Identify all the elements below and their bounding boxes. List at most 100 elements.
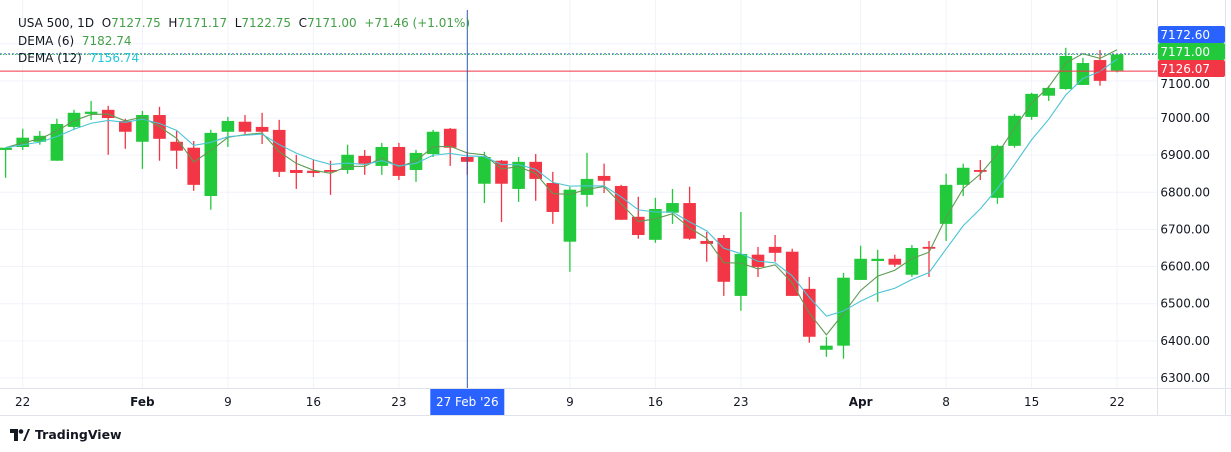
symbol-label[interactable]: USA 500, 1D [18, 16, 95, 30]
dema12-label: DEMA (12) [18, 51, 82, 65]
candle [84, 100, 98, 120]
candle-body [956, 167, 970, 185]
candle [136, 110, 149, 169]
close-value: 7171.00 [307, 16, 357, 30]
candle-body [597, 175, 611, 181]
candle [119, 118, 132, 149]
price-tick-label: 6700.00 [1160, 222, 1210, 236]
candle [341, 144, 354, 174]
crosshair-price-badge-bg [1158, 26, 1225, 43]
candle [580, 152, 594, 207]
brand-name: TradingView [35, 427, 122, 442]
candle [768, 234, 782, 262]
dema12-value: 7156.74 [89, 51, 140, 65]
time-tick-label: Apr [849, 395, 873, 409]
time-tick-label: 23 [733, 395, 748, 409]
candle-body [392, 146, 406, 176]
candle [443, 128, 457, 166]
dema-price-badge-bg [1158, 60, 1225, 77]
candle-body [632, 216, 645, 235]
candle [307, 159, 320, 178]
candle-body [837, 277, 850, 346]
candle [837, 272, 850, 359]
plot-area [0, 0, 1157, 388]
candle-body [170, 141, 183, 151]
time-tick-label: 9 [566, 395, 574, 409]
candle-body [905, 247, 919, 275]
time-tick-label: 22 [15, 395, 30, 409]
candle [0, 147, 12, 178]
price-tick-label: 7000.00 [1160, 111, 1210, 125]
candle-body [649, 208, 662, 240]
candle [170, 130, 183, 169]
time-tick-label: Feb [130, 395, 155, 409]
last-price-badge: 7171.00 [1158, 43, 1225, 60]
candle [221, 116, 235, 147]
candle [888, 254, 902, 267]
dema12-legend[interactable]: DEMA (12) 7156.74 [18, 51, 139, 65]
candle [153, 106, 166, 161]
candle-body [734, 253, 748, 296]
low-value: 7122.75 [241, 16, 292, 30]
last-price-badge-text: 7171.00 [1160, 45, 1210, 59]
high-value: 7171.17 [177, 16, 228, 30]
candle [187, 141, 200, 191]
candle-body [888, 258, 902, 265]
candle [1008, 113, 1021, 148]
candle-body [1076, 63, 1090, 85]
candle [16, 128, 29, 150]
candle [854, 245, 867, 280]
candle [204, 129, 218, 210]
tradingview-logo-icon [10, 428, 30, 441]
candle [683, 186, 696, 240]
candle [67, 109, 81, 130]
open-value: 7127.75 [111, 16, 161, 30]
candle-body [1008, 115, 1021, 146]
tradingview-logo[interactable]: TradingView [10, 427, 122, 442]
low-label: L [234, 16, 242, 30]
candle-body [820, 345, 833, 350]
candle [426, 129, 440, 157]
candle [734, 211, 748, 311]
ohlc-legend: USA 500, 1D O7127.75 H7171.17 L7122.75 C… [18, 16, 470, 30]
candle-body [563, 189, 577, 242]
candle [324, 160, 337, 195]
candle-body [324, 169, 337, 172]
candle-body [221, 120, 235, 132]
candle-body [1059, 55, 1073, 90]
candle-body [580, 178, 594, 195]
candle-body [1025, 93, 1038, 117]
candle [597, 163, 611, 194]
candle-body [375, 146, 389, 166]
candle [820, 336, 833, 357]
candle-body [290, 169, 303, 173]
price-tick-label: 6800.00 [1160, 185, 1210, 199]
dema6-legend[interactable]: DEMA (6) 7182.74 [18, 34, 131, 48]
candle [50, 118, 64, 161]
candle-body [358, 155, 371, 164]
dema6-label: DEMA (6) [18, 34, 75, 48]
time-tick-label: 23 [391, 395, 406, 409]
candle [666, 188, 679, 224]
candle [803, 276, 816, 343]
dema-price-badge: 7126.07 [1158, 60, 1225, 77]
candle [1042, 85, 1055, 101]
candle-body [187, 147, 200, 185]
candle [905, 245, 919, 277]
close-label: C [298, 16, 308, 30]
candle [272, 119, 286, 178]
candle-body [512, 161, 525, 189]
candle [101, 105, 115, 155]
high-label: H [168, 16, 178, 30]
candle-body [546, 182, 560, 212]
price-tick-label: 6500.00 [1160, 297, 1210, 311]
candle [478, 151, 491, 204]
candle [375, 142, 389, 175]
candle [922, 240, 936, 277]
candle-body [700, 240, 713, 244]
candle [956, 163, 970, 196]
price-tick-label: 7100.00 [1160, 77, 1210, 91]
price-tick-label: 6600.00 [1160, 260, 1210, 274]
candle-body [84, 111, 98, 114]
